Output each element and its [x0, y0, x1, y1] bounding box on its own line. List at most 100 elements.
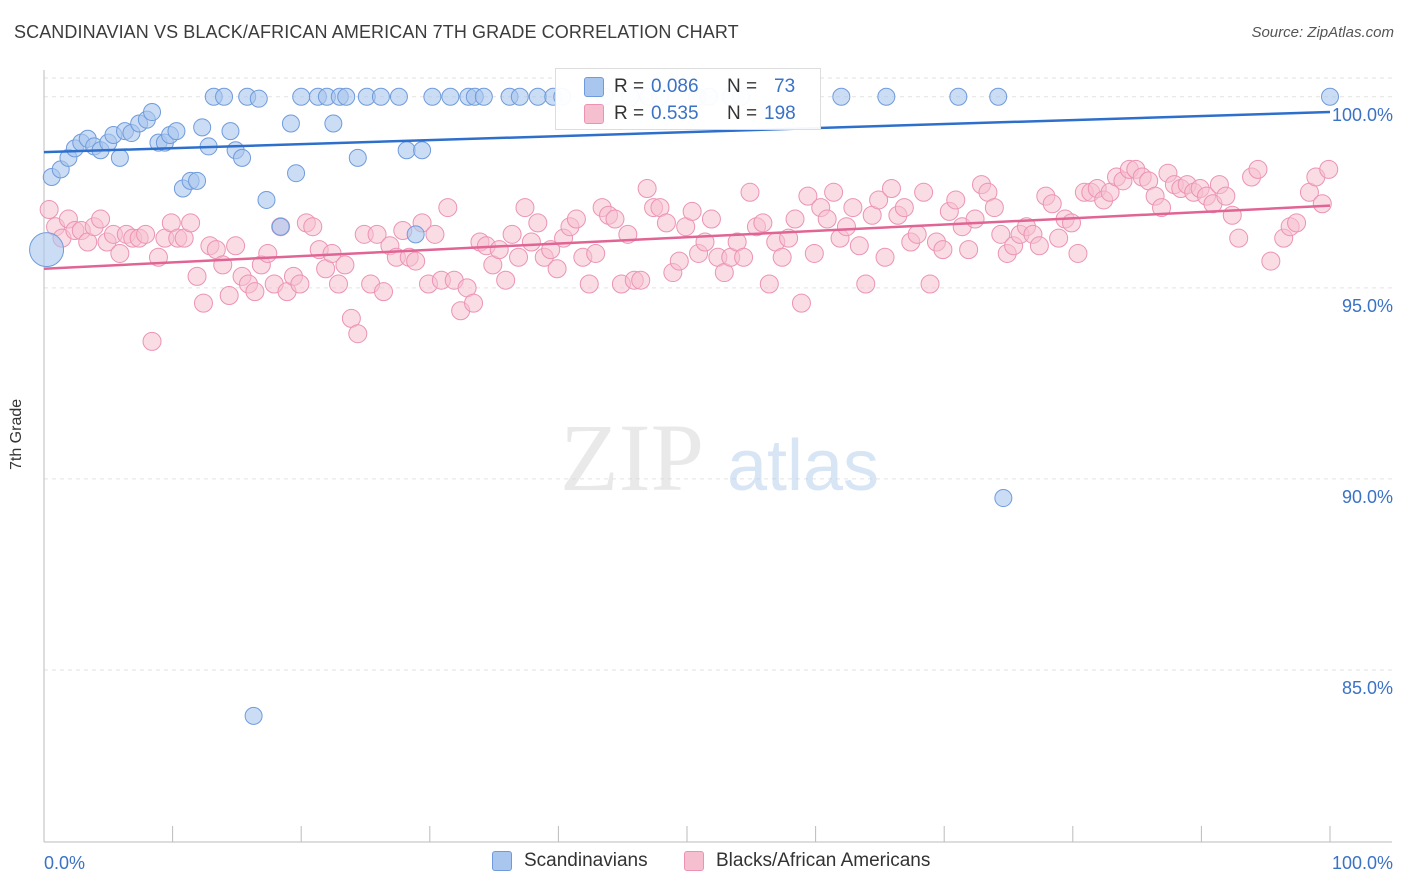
data-point-scandinavians	[233, 148, 252, 167]
data-point-blacks	[836, 217, 856, 237]
data-point-blacks	[740, 182, 760, 202]
stats-legend: R = 0.086 N = 73 R = 0.535 N = 198	[555, 68, 821, 130]
x-tick-label: 100.0%	[1332, 853, 1393, 873]
data-point-blacks	[245, 282, 265, 302]
data-point-blacks	[772, 247, 792, 267]
data-point-blacks	[669, 251, 689, 271]
data-point-scandinavians	[406, 225, 425, 244]
data-point-blacks	[791, 293, 811, 313]
data-point-blacks	[502, 224, 522, 244]
data-point-blacks	[348, 324, 368, 344]
data-point-blacks	[817, 209, 837, 229]
watermark: ZIP atlas	[560, 404, 879, 511]
data-point-blacks	[142, 331, 162, 351]
data-point-blacks	[367, 224, 387, 244]
data-point-blacks	[91, 209, 111, 229]
watermark-atlas: atlas	[727, 426, 879, 506]
data-point-blacks	[521, 232, 541, 252]
data-point-blacks	[1152, 198, 1172, 218]
data-point-blacks	[605, 209, 625, 229]
data-point-scandinavians	[143, 103, 162, 122]
data-point-blacks	[894, 198, 914, 218]
data-point-blacks	[959, 240, 979, 260]
data-point-scandinavians	[989, 87, 1008, 106]
data-point-scandinavians	[257, 190, 276, 209]
r-label: R =	[614, 103, 645, 124]
n-label: N =	[727, 76, 758, 97]
data-point-blacks	[1049, 228, 1069, 248]
data-point-blacks	[753, 213, 773, 233]
stats-row-scandinavians: R = 0.086 N = 73	[556, 74, 822, 100]
data-point-blacks	[39, 199, 59, 219]
data-point-blacks	[656, 213, 676, 233]
chart-title: SCANDINAVIAN VS BLACK/AFRICAN AMERICAN 7…	[14, 22, 739, 42]
data-point-scandinavians	[348, 148, 367, 167]
axis-layer	[43, 70, 1392, 843]
data-point-scandinavians	[832, 87, 851, 106]
data-point-blacks	[303, 217, 323, 237]
data-point-blacks	[1261, 251, 1281, 271]
source-label: Source: ZipAtlas.com	[1251, 24, 1394, 41]
data-point-blacks	[425, 224, 445, 244]
data-point-blacks	[515, 198, 535, 218]
trend-lines	[43, 110, 1331, 270]
data-point-scandinavians	[281, 114, 300, 133]
data-point-scandinavians	[110, 148, 129, 167]
series-blacks-african-americans	[39, 159, 1339, 351]
data-point-scandinavians	[1321, 87, 1339, 106]
data-point-scandinavians	[271, 217, 290, 236]
data-point-blacks	[701, 209, 721, 229]
data-point-blacks	[547, 259, 567, 279]
data-point-scandinavians	[244, 706, 263, 725]
data-point-blacks	[759, 274, 779, 294]
data-point-blacks	[258, 243, 278, 263]
data-point-blacks	[1229, 228, 1249, 248]
data-point-blacks	[843, 198, 863, 218]
data-point-scandinavians	[441, 87, 460, 106]
legend-label-blacks: Blacks/African Americans	[716, 850, 931, 871]
data-point-blacks	[920, 274, 940, 294]
r-value: 0.535	[651, 103, 699, 124]
data-point-blacks	[496, 270, 516, 290]
legend-label-scandinavians: Scandinavians	[524, 850, 648, 871]
data-point-blacks	[1216, 186, 1236, 206]
tick-labels: 85.0% 90.0% 95.0% 100.0% 0.0% 100.0%	[44, 105, 1393, 873]
data-point-scandinavians	[292, 87, 311, 106]
data-point-blacks	[1287, 213, 1307, 233]
data-point-scandinavians	[413, 141, 432, 160]
data-point-blacks	[438, 198, 458, 218]
data-point-blacks	[226, 236, 246, 256]
data-point-scandinavians	[324, 114, 343, 133]
data-point-blacks	[566, 209, 586, 229]
data-point-blacks	[187, 266, 207, 286]
data-point-blacks	[464, 293, 484, 313]
data-point-scandinavians	[877, 87, 896, 106]
data-point-blacks	[1068, 243, 1088, 263]
data-point-blacks	[509, 247, 529, 267]
data-point-blacks	[875, 247, 895, 267]
data-point-blacks	[1062, 213, 1082, 233]
grid-layer	[44, 77, 1392, 671]
data-point-blacks	[798, 186, 818, 206]
legend-swatch-blue	[584, 77, 604, 97]
data-point-scandinavians	[188, 171, 207, 190]
data-point-blacks	[785, 209, 805, 229]
data-point-blacks	[907, 224, 927, 244]
data-point-blacks	[193, 293, 213, 313]
data-point-scandinavians	[994, 489, 1013, 508]
data-point-blacks	[734, 247, 754, 267]
y-tick-label: 85.0%	[1342, 678, 1393, 698]
data-point-scandinavians	[397, 141, 416, 160]
data-point-blacks	[406, 251, 426, 271]
data-point-scandinavians	[29, 232, 65, 268]
data-point-blacks	[1248, 159, 1268, 179]
data-point-blacks	[682, 201, 702, 221]
data-point-blacks	[933, 240, 953, 260]
legend-swatch-pink	[584, 104, 604, 124]
data-point-blacks	[849, 236, 869, 256]
data-point-blacks	[136, 224, 156, 244]
data-point-scandinavians	[371, 87, 390, 106]
n-value: 198	[764, 103, 796, 124]
bottom-legend: Scandinavians Blacks/African Americans	[0, 850, 1406, 880]
